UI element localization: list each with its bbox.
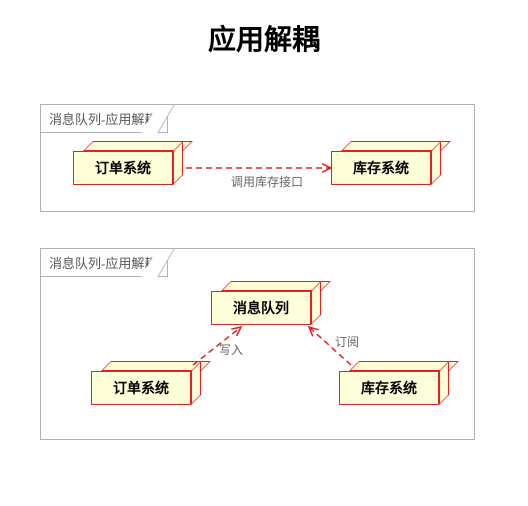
diagram-node-label: 库存系统: [339, 371, 439, 405]
diagram-panel: 消息队列-应用解耦消息队列订单系统 库存系统 写入 订阅: [40, 248, 475, 440]
panel-title: 消息队列-应用解耦: [40, 248, 168, 277]
diagram-node: 订单系统: [73, 151, 183, 195]
diagram-node-label: 库存系统: [331, 151, 431, 185]
diagram-node-label: 订单系统: [91, 371, 191, 405]
edge-label: 写入: [219, 341, 243, 358]
diagram-node: 订单系统: [91, 371, 201, 415]
panel-title: 消息队列-应用解耦: [40, 104, 168, 133]
diagram-node-label: 订单系统: [73, 151, 173, 185]
edge-label: 调用库存接口: [231, 173, 303, 190]
diagram-panel: 消息队列-应用解耦订单系统 库存系统调用库存接口: [40, 104, 475, 212]
page-title: 应用解耦: [0, 18, 528, 58]
diagram-node: 消息队列: [211, 291, 321, 335]
diagram-node: 库存系统: [331, 151, 441, 195]
diagram-node: 库存系统: [339, 371, 449, 415]
edge-label: 订阅: [335, 333, 359, 350]
diagram-node-label: 消息队列: [211, 291, 311, 325]
